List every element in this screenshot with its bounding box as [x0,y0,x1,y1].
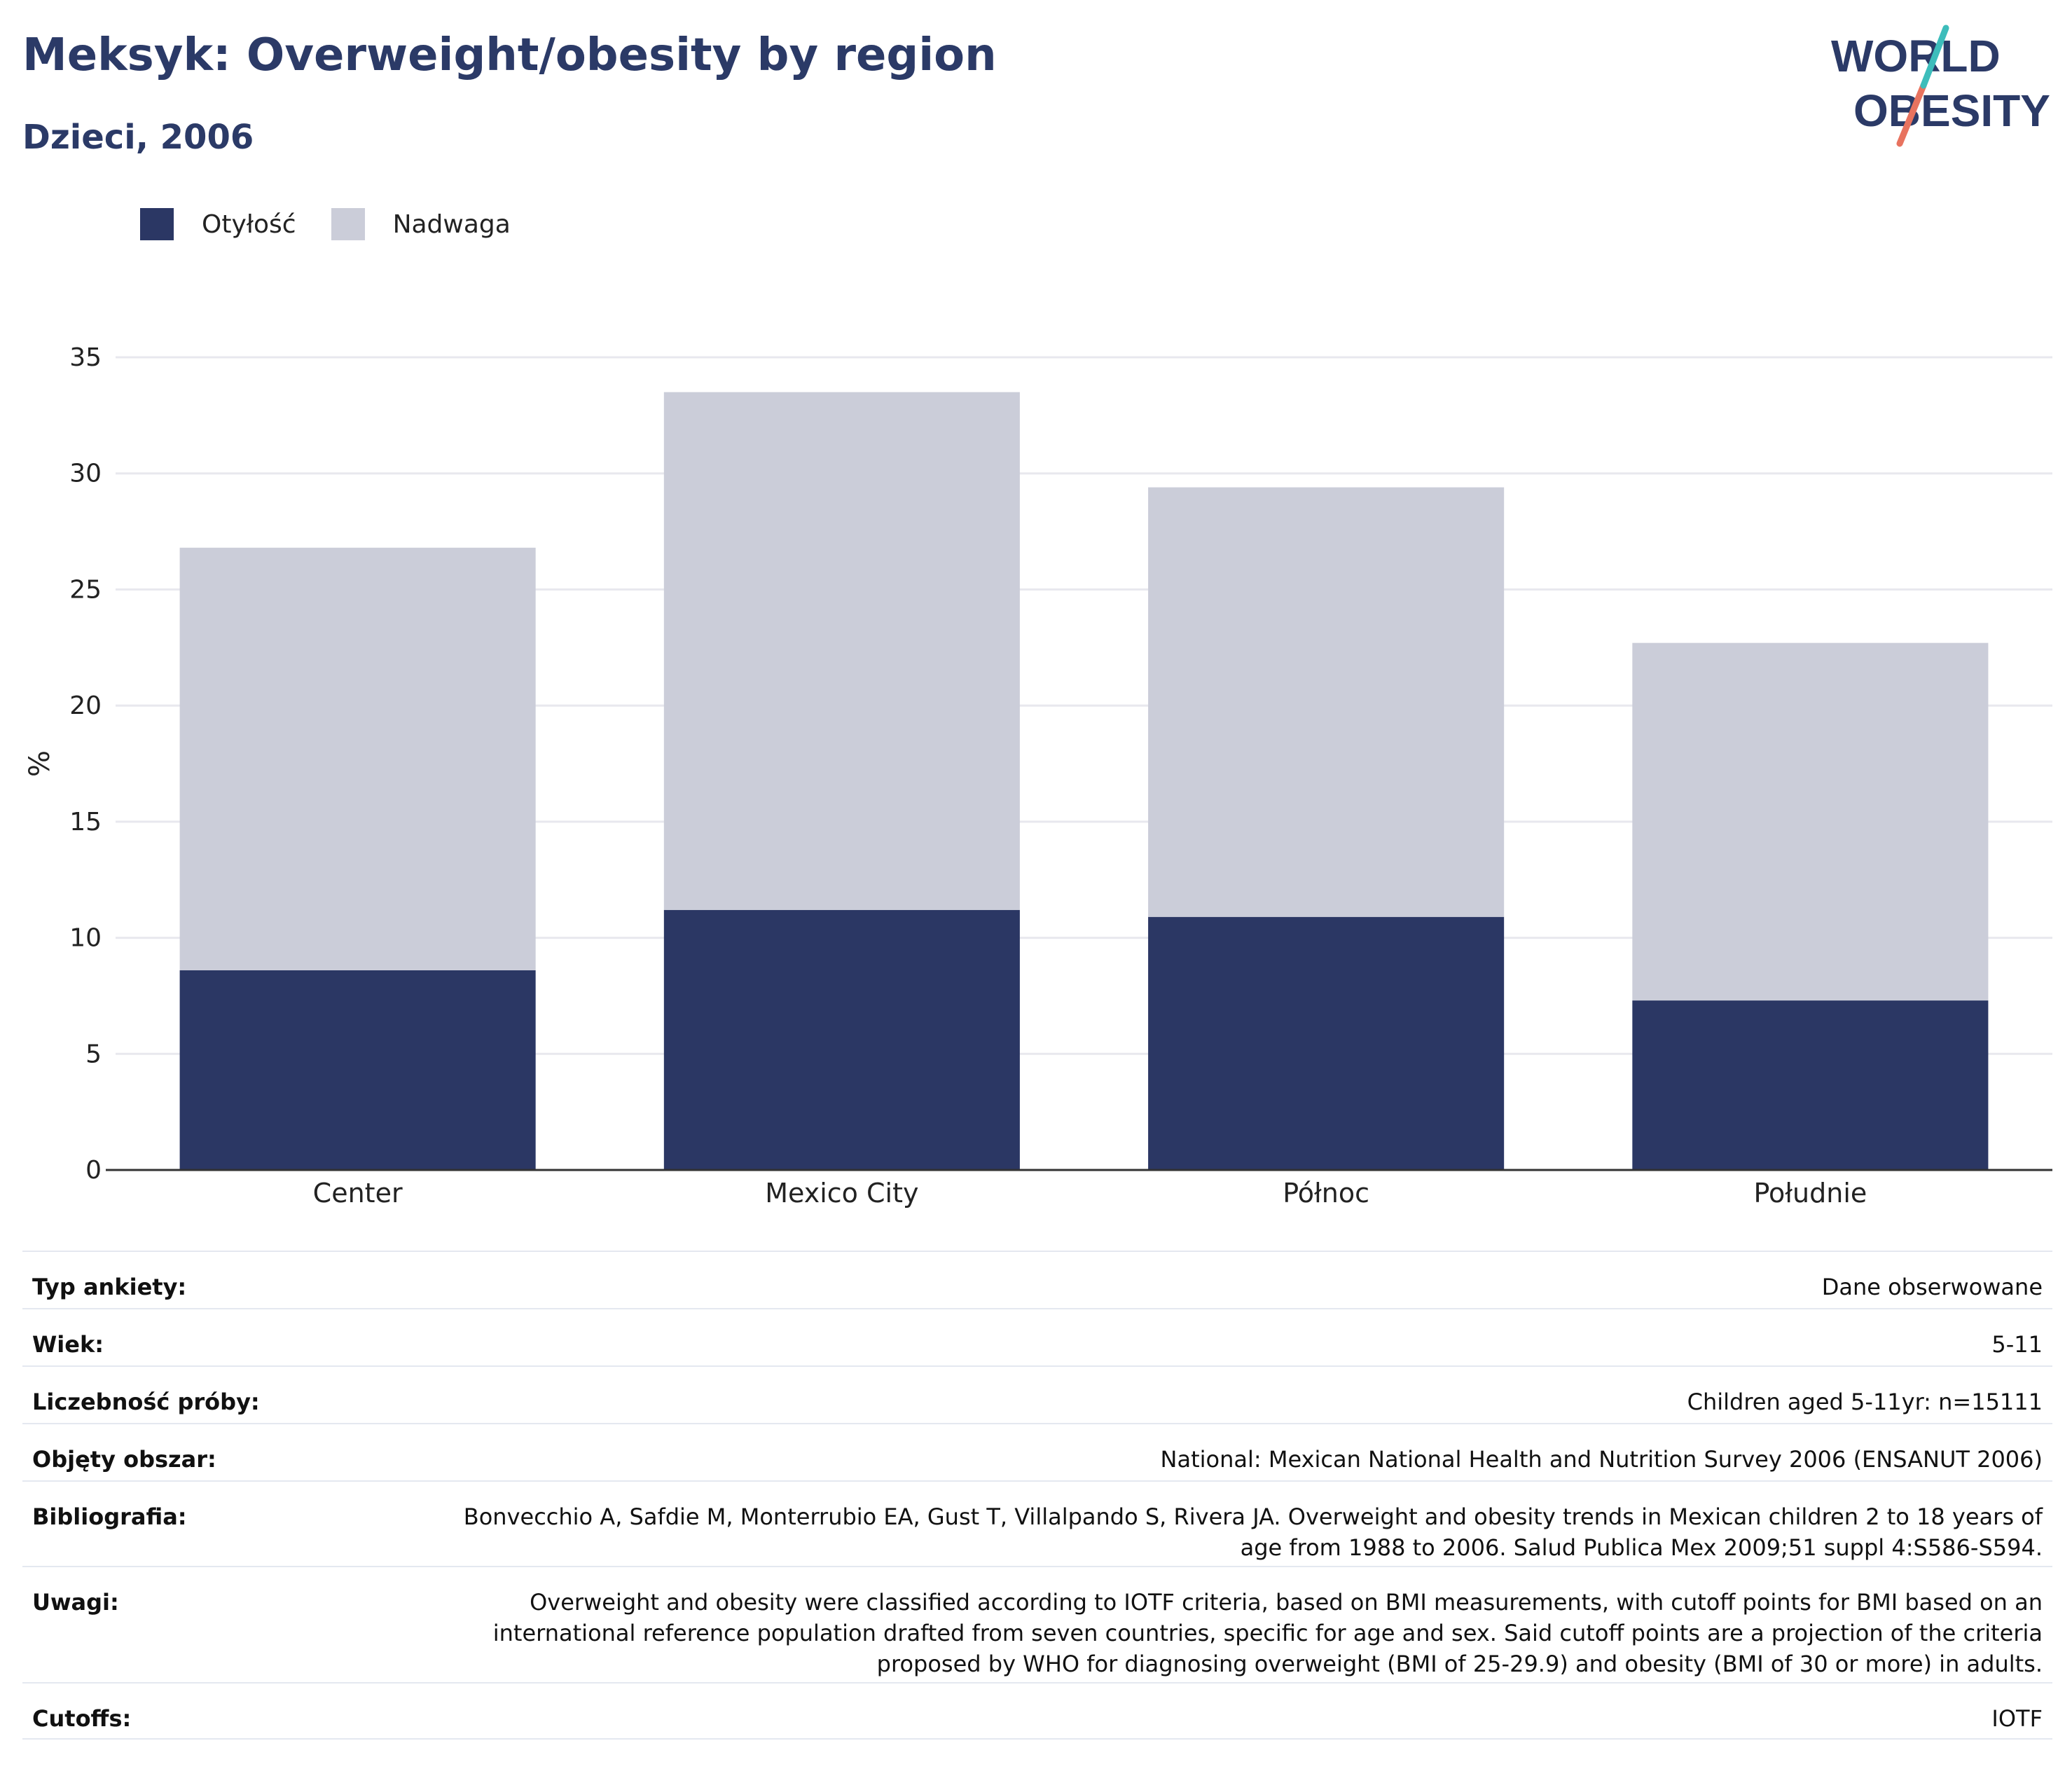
bar-overweight [1632,642,1989,1001]
logo-line-2: OBESITY [1853,85,2050,136]
chart-subtitle: Dzieci, 2006 [22,118,254,157]
logo-line-1: WORLD [1831,31,2001,81]
x-tick-label: Center [313,1178,403,1209]
metadata-value: Bonvecchio A, Safdie M, Monterrubio EA, … [463,1503,2043,1561]
metadata-value: Dane obserwowane [1821,1274,2043,1300]
bar-overweight [179,547,536,970]
metadata-label: Typ ankiety: [32,1274,187,1300]
legend-label-obesity: Otyłość [202,209,296,239]
legend-item-overweight[interactable]: Nadwaga [331,208,511,240]
y-tick-label: 10 [69,924,102,953]
metadata-table: Typ ankiety: Dane obserwowane Wiek: 5-11 Lic… [22,1251,2052,1740]
metadata-label: Liczebność próby: [32,1389,260,1415]
y-tick-label: 35 [69,343,102,372]
world-obesity-logo: WORLD OBESITY [1831,25,2050,147]
metadata-value: 5-11 [1991,1331,2043,1358]
metadata-row: Objęty obszar: National: Mexican National… [22,1423,2052,1480]
metadata-row: Liczebność próby: Children aged 5-11yr: n… [22,1365,2052,1423]
metadata-row: Uwagi: Overweight and obesity were classi… [22,1566,2052,1682]
metadata-value: Overweight and obesity were classified a… [492,1589,2043,1677]
legend-swatch-overweight [331,208,365,240]
metadata-row: Typ ankiety: Dane obserwowane [22,1251,2052,1308]
legend-swatch-obesity [140,208,174,240]
bar-obesity [1148,916,1505,1170]
legend-item-obesity[interactable]: Otyłość [140,208,296,240]
metadata-label: Cutoffs: [32,1705,132,1732]
chart-title: Meksyk: Overweight/obesity by region [22,29,997,81]
x-tick-label: Mexico City [765,1178,918,1209]
metadata-value: Children aged 5-11yr: n=15111 [1687,1389,2043,1415]
bar-overweight [1148,487,1505,917]
metadata-row: Cutoffs: IOTF [22,1682,2052,1740]
bar-obesity [179,970,536,1170]
y-tick-label: 5 [85,1040,102,1068]
x-tick-label: Północ [1283,1178,1369,1209]
metadata-row: Wiek: 5-11 [22,1308,2052,1365]
metadata-label: Objęty obszar: [32,1446,216,1473]
bar-obesity [663,909,1020,1170]
y-tick-label: 30 [69,460,102,488]
y-tick-label: 15 [69,808,102,837]
bar-obesity [1632,1000,1989,1170]
stacked-bar-chart: 0 5 10 15 20 25 30 35% Center Mexico City Północ Po… [24,343,2052,1209]
bar-overweight [663,392,1020,910]
metadata-label: Bibliografia: [32,1503,187,1530]
metadata-value: National: Mexican National Health and Nu… [1160,1446,2043,1473]
x-tick-label: Południe [1753,1178,1867,1209]
legend-label-overweight: Nadwaga [392,209,511,239]
y-axis-label: % [24,750,56,777]
y-tick-label: 25 [69,575,102,604]
y-tick-label: 20 [69,691,102,720]
metadata-value: IOTF [1991,1705,2043,1732]
chart-legend: Otyłość Nadwaga [140,208,546,240]
y-tick-label: 0 [85,1156,102,1185]
metadata-row: Bibliografia: Bonvecchio A, Safdie M, Mon… [22,1480,2052,1566]
metadata-label: Wiek: [32,1331,104,1358]
metadata-label: Uwagi: [32,1589,119,1616]
